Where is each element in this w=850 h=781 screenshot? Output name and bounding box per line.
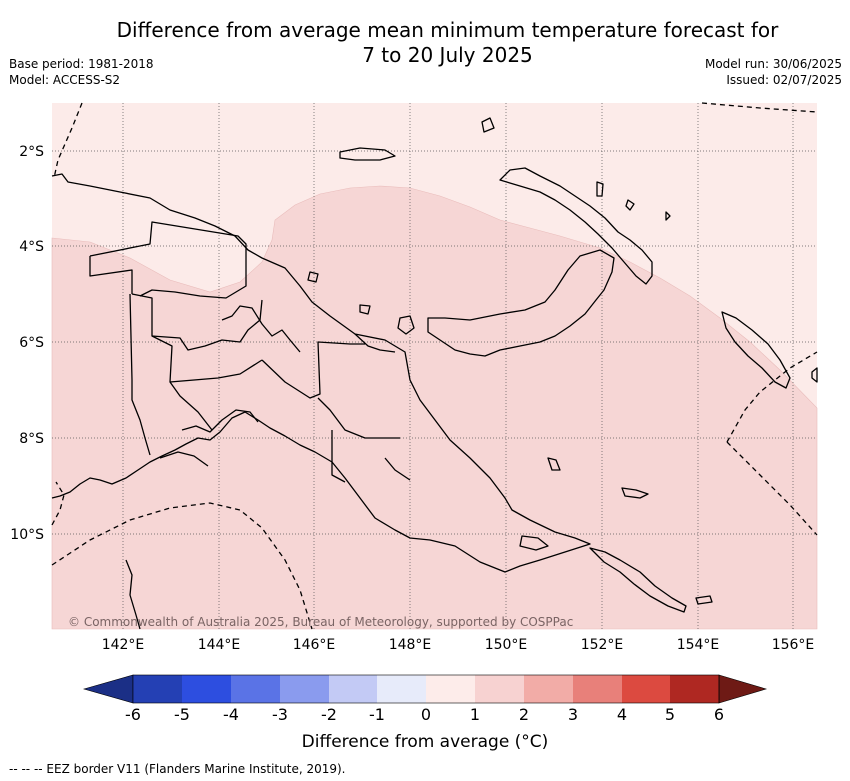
colorbar-tick: 2 xyxy=(519,705,529,724)
colorbar-tick: -4 xyxy=(223,705,239,724)
colorbar-tick: -1 xyxy=(369,705,385,724)
lat-label-4s: 4°S xyxy=(19,239,44,255)
colorbar-tick: 5 xyxy=(665,705,675,724)
model-run: Model run: 30/06/2025 xyxy=(704,57,842,71)
colorbar-segment xyxy=(426,675,475,703)
lat-label-8s: 8°S xyxy=(19,431,44,447)
title-line-1: Difference from average mean minimum tem… xyxy=(116,18,779,42)
map-title: Difference from average mean minimum tem… xyxy=(60,18,835,68)
lat-label-2s: 2°S xyxy=(19,144,44,160)
eez-footnote: -- -- -- EEZ border V11 (Flanders Marine… xyxy=(9,762,346,776)
model-info: Base period: 1981-2018 Model: ACCESS-S2 xyxy=(9,56,154,88)
copyright-notice: © Commonwealth of Australia 2025, Bureau… xyxy=(68,615,573,629)
lon-label-142e: 142°E xyxy=(102,637,145,653)
colorbar-segment xyxy=(377,675,426,703)
lon-label-146e: 146°E xyxy=(293,637,336,653)
title-line-2: 7 to 20 July 2025 xyxy=(362,43,533,67)
colorbar-tick: 3 xyxy=(568,705,578,724)
coastlines xyxy=(51,117,818,630)
eez-borders xyxy=(51,102,818,630)
run-info: Model run: 30/06/2025 Issued: 02/07/2025 xyxy=(705,56,842,88)
lon-label-144e: 144°E xyxy=(198,637,241,653)
colorbar-tick: 0 xyxy=(421,705,431,724)
colorbar-ticks: -6 -5 -4 -3 -2 -1 0 1 2 3 4 5 6 xyxy=(125,705,724,724)
lon-label-148e: 148°E xyxy=(389,637,432,653)
colorbar-segment xyxy=(524,675,573,703)
colorbar-tick: -2 xyxy=(321,705,337,724)
lon-label-152e: 152°E xyxy=(581,637,624,653)
colorbar-tick: 4 xyxy=(617,705,627,724)
colorbar-tick: 6 xyxy=(714,705,724,724)
lon-label-156e: 156°E xyxy=(772,637,815,653)
colorbar-tick: 1 xyxy=(470,705,480,724)
model-name: Model: ACCESS-S2 xyxy=(9,73,121,87)
colorbar-segment xyxy=(182,675,231,703)
colorbar-segment xyxy=(133,675,182,703)
colorbar-tick: -6 xyxy=(125,705,141,724)
lon-label-150e: 150°E xyxy=(485,637,528,653)
colorbar-segment xyxy=(280,675,329,703)
colorbar-extend-low xyxy=(82,674,134,704)
lat-label-6s: 6°S xyxy=(19,335,44,351)
colorbar-segment xyxy=(670,675,719,703)
colorbar-segment xyxy=(622,675,670,703)
issued-date: Issued: 02/07/2025 xyxy=(726,73,842,87)
colorbar-segment xyxy=(329,675,377,703)
lat-label-10s: 10°S xyxy=(10,527,44,543)
colorbar-tick: -3 xyxy=(272,705,288,724)
colorbar-segment xyxy=(475,675,524,703)
lon-label-154e: 154°E xyxy=(677,637,720,653)
colorbar-segment xyxy=(231,675,280,703)
colorbar-title: Difference from average (°C) xyxy=(301,732,549,752)
colorbar-extend-high xyxy=(718,674,768,704)
colorbar-segment xyxy=(573,675,622,703)
colorbar xyxy=(82,674,768,704)
base-period: Base period: 1981-2018 xyxy=(9,57,154,71)
colorbar-tick: -5 xyxy=(174,705,190,724)
region-anomaly-1-2 xyxy=(51,185,818,630)
